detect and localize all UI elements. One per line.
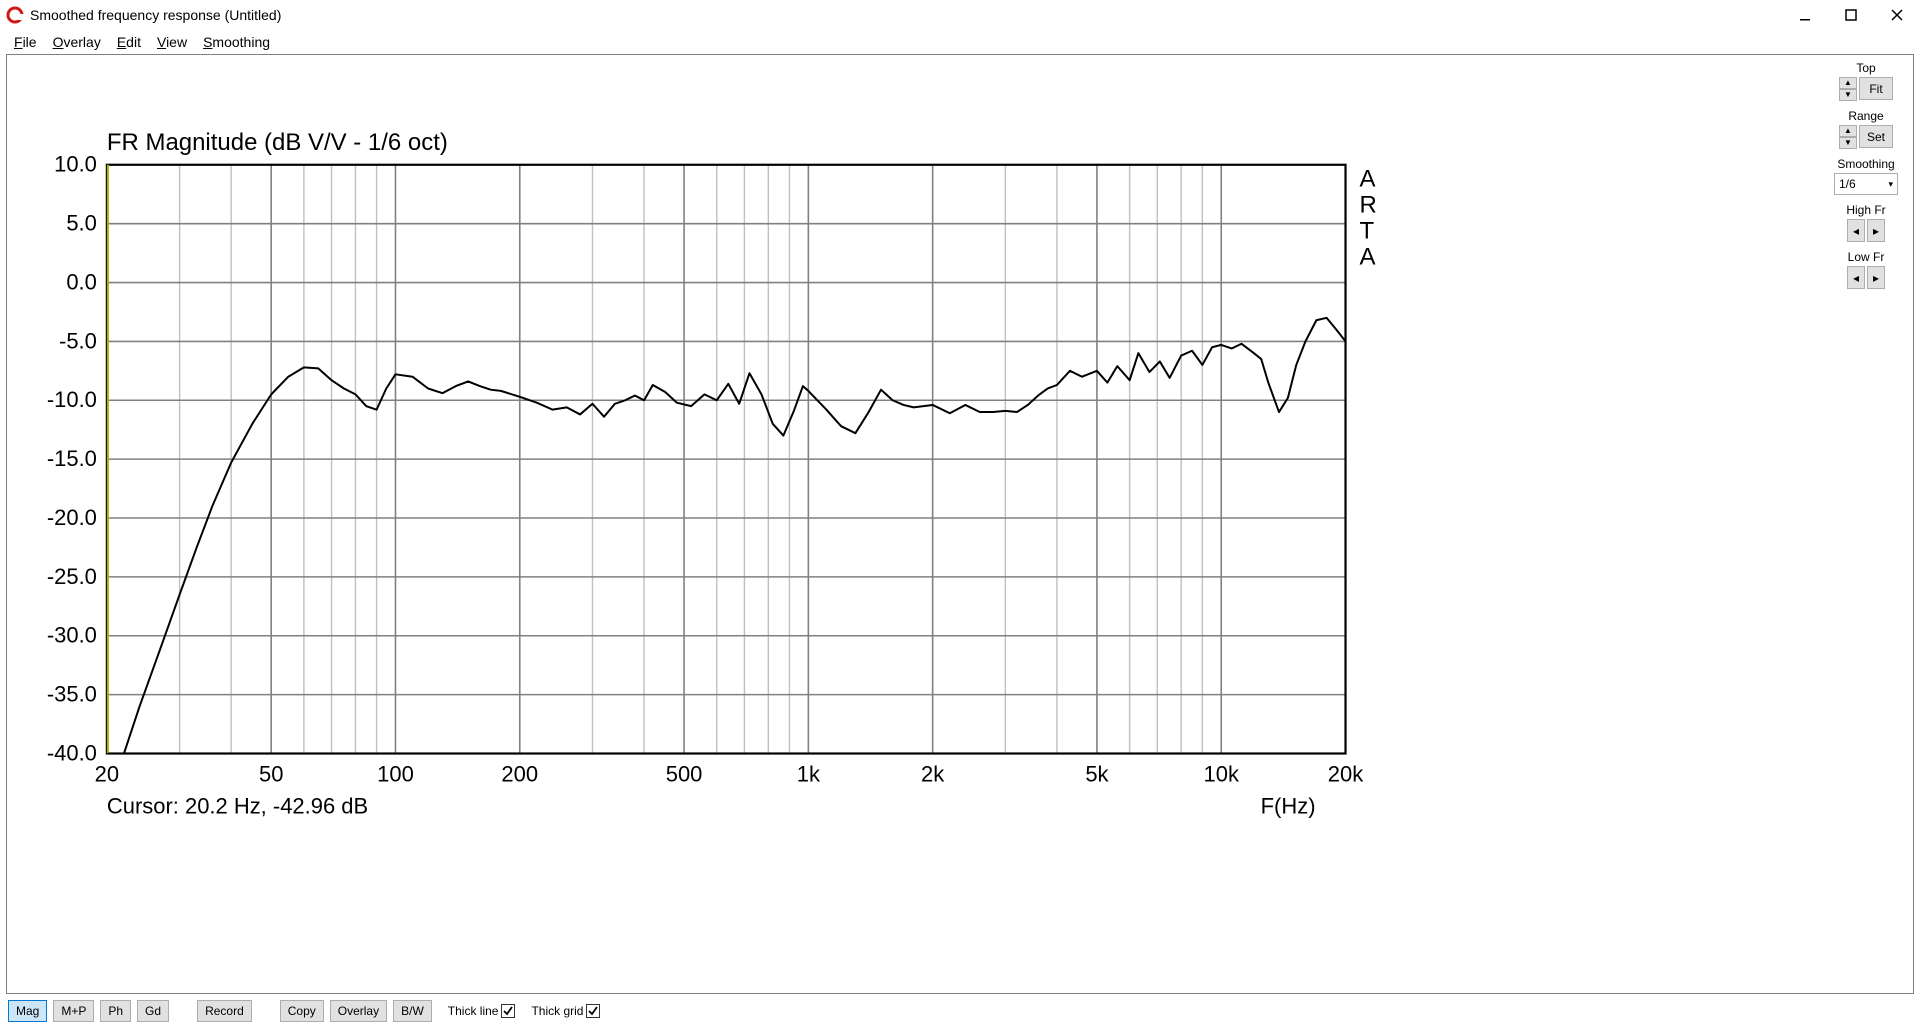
low-fr-group: Low Fr ◂ ▸ [1825,250,1907,289]
maximize-button[interactable] [1828,0,1874,30]
triangle-right-icon: ▸ [1873,271,1879,285]
menu-view[interactable]: View [149,32,195,52]
bw-button[interactable]: B/W [393,1000,432,1022]
range-group: Range ▲ ▼ Set [1825,109,1907,149]
smoothing-value: 1/6 [1839,177,1856,191]
svg-text:20k: 20k [1328,761,1364,786]
svg-text:0.0: 0.0 [66,270,97,295]
high-fr-label: High Fr [1825,203,1907,217]
copy-button[interactable]: Copy [280,1000,324,1022]
fit-button[interactable]: Fit [1859,77,1893,100]
svg-text:-20.0: -20.0 [47,505,97,530]
top-label: Top [1825,61,1907,75]
mag-button[interactable]: Mag [8,1000,47,1022]
top-spinner[interactable]: ▲ ▼ [1839,77,1857,101]
low-fr-right-button[interactable]: ▸ [1867,266,1885,289]
record-button[interactable]: Record [197,1000,252,1022]
svg-text:T: T [1360,218,1375,245]
svg-text:-25.0: -25.0 [47,564,97,589]
svg-text:-10.0: -10.0 [47,387,97,412]
menu-smoothing[interactable]: Smoothing [195,32,278,52]
menubar: File Overlay Edit View Smoothing [0,30,1920,54]
ph-button[interactable]: Ph [100,1000,131,1022]
svg-text:-30.0: -30.0 [47,623,97,648]
range-down-icon[interactable]: ▼ [1839,137,1857,149]
svg-text:1k: 1k [797,761,821,786]
thick-line-label: Thick line [448,1004,499,1018]
svg-text:100: 100 [377,761,414,786]
svg-text:5k: 5k [1085,761,1109,786]
set-button[interactable]: Set [1859,125,1893,148]
high-fr-left-button[interactable]: ◂ [1847,219,1865,242]
minimize-button[interactable] [1782,0,1828,30]
svg-text:-35.0: -35.0 [47,682,97,707]
main-panel: 20 50 100 200 500 1k 2k 5k 10k 20k 10.0 5.0 0.0 -5.0 -… [6,54,1914,994]
bottom-toolbar: Mag M+P Ph Gd Record Copy Overlay B/W Th… [6,998,1914,1024]
thick-grid-option[interactable]: Thick grid [531,1004,600,1018]
smoothing-label: Smoothing [1825,157,1907,171]
thick-grid-checkbox[interactable] [586,1004,600,1018]
smoothing-group: Smoothing 1/6 ▾ [1825,157,1907,195]
svg-text:Cursor: 20.2 Hz, -42.96 dB: Cursor: 20.2 Hz, -42.96 dB [107,793,368,818]
triangle-left-icon: ◂ [1853,271,1859,285]
svg-text:-40.0: -40.0 [47,741,97,766]
menu-overlay[interactable]: Overlay [45,32,109,52]
range-spinner[interactable]: ▲ ▼ [1839,125,1857,149]
range-up-icon[interactable]: ▲ [1839,125,1857,137]
svg-text:20: 20 [95,761,119,786]
svg-text:10.0: 10.0 [54,152,97,177]
svg-text:50: 50 [259,761,283,786]
gd-button[interactable]: Gd [137,1000,169,1022]
svg-text:5.0: 5.0 [66,211,97,236]
window-title: Smoothed frequency response (Untitled) [30,7,1782,23]
top-down-icon[interactable]: ▼ [1839,89,1857,101]
svg-text:200: 200 [501,761,538,786]
svg-text:A: A [1360,244,1376,271]
chevron-down-icon: ▾ [1888,179,1893,190]
high-fr-group: High Fr ◂ ▸ [1825,203,1907,242]
low-fr-left-button[interactable]: ◂ [1847,266,1865,289]
smoothing-select[interactable]: 1/6 ▾ [1834,173,1898,195]
svg-text:-5.0: -5.0 [59,328,97,353]
chart-area[interactable]: 20 50 100 200 500 1k 2k 5k 10k 20k 10.0 5.0 0.0 -5.0 -… [7,55,1819,993]
svg-text:500: 500 [666,761,703,786]
svg-text:2k: 2k [921,761,945,786]
menu-file[interactable]: File [6,32,45,52]
svg-text:FR Magnitude (dB V/V - 1/6 oct: FR Magnitude (dB V/V - 1/6 oct) [107,129,448,156]
side-panel: Top ▲ ▼ Fit Range ▲ ▼ Set Smoothing [1819,55,1913,297]
thick-grid-label: Thick grid [531,1004,583,1018]
titlebar: Smoothed frequency response (Untitled) [0,0,1920,30]
window-controls [1782,0,1920,30]
svg-text:-15.0: -15.0 [47,446,97,471]
m-plus-p-button[interactable]: M+P [53,1000,94,1022]
low-fr-label: Low Fr [1825,250,1907,264]
svg-text:A: A [1360,166,1376,193]
top-group: Top ▲ ▼ Fit [1825,61,1907,101]
overlay-button[interactable]: Overlay [330,1000,387,1022]
top-up-icon[interactable]: ▲ [1839,77,1857,89]
svg-text:R: R [1360,192,1377,219]
svg-text:10k: 10k [1204,761,1240,786]
menu-edit[interactable]: Edit [109,32,149,52]
app-icon [6,6,24,24]
thick-line-option[interactable]: Thick line [448,1004,516,1018]
svg-text:F(Hz): F(Hz) [1261,793,1316,818]
frequency-response-chart[interactable]: 20 50 100 200 500 1k 2k 5k 10k 20k 10.0 5.0 0.0 -5.0 -… [7,55,1819,993]
triangle-right-icon: ▸ [1873,224,1879,238]
thick-line-checkbox[interactable] [501,1004,515,1018]
triangle-left-icon: ◂ [1853,224,1859,238]
range-label: Range [1825,109,1907,123]
close-button[interactable] [1874,0,1920,30]
high-fr-right-button[interactable]: ▸ [1867,219,1885,242]
